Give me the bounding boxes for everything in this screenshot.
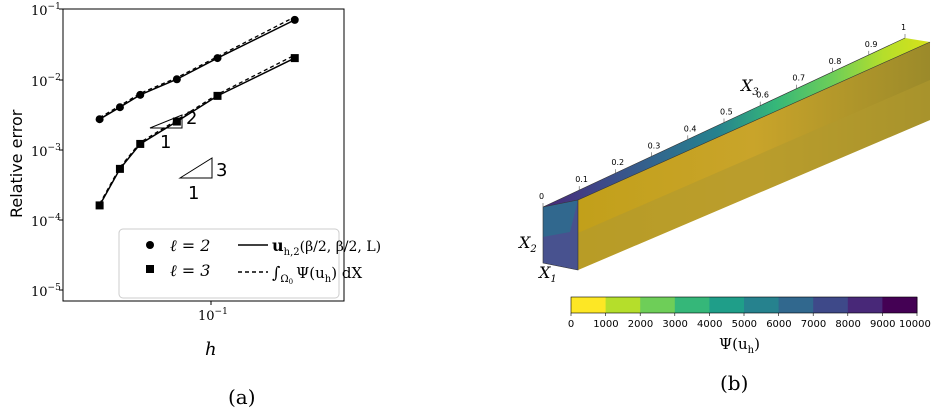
data-point-1-2 [136, 139, 145, 148]
y-axis-ticks [59, 8, 63, 291]
data-point-1-4 [213, 91, 222, 100]
colorbar-segment-6 [778, 297, 814, 313]
ytick-label-4: 10−4 [31, 213, 61, 230]
slope-run-3: 1 [188, 183, 199, 204]
data-point-0-1 [115, 103, 124, 112]
panel-label-a: (a) [228, 385, 256, 409]
series-line-dashed-0 [99, 16, 296, 119]
colorbar-segment-5 [744, 297, 780, 313]
colorbar-segment-7 [813, 297, 849, 313]
beam-top-face [543, 38, 930, 207]
axis-label-x2: X2 [517, 233, 537, 255]
colorbar-tick-label-5: 5000 [732, 319, 757, 330]
colorbar-segment-8 [847, 297, 883, 313]
legend-circle-marker [146, 241, 154, 249]
colorbar-tick-label-6: 6000 [766, 319, 791, 330]
colorbar-tick-label-10: 10000 [899, 319, 931, 330]
data-point-0-0 [95, 115, 104, 124]
series-layer [95, 15, 299, 210]
slope-triangle-3: 3 1 [178, 157, 227, 204]
colorbar-tick-label-7: 7000 [801, 319, 826, 330]
beam-tick-label-0: 0 [539, 192, 544, 201]
ytick-label-1: 10−1 [31, 2, 61, 19]
beam-tick-label-5: 0.5 [720, 108, 733, 117]
colorbar: 0 1000 2000 3000 4000 5000 6000 7000 8000 9000 100… [568, 296, 931, 330]
beam-energy-plot: 0 0.1 0.2 0.3 0.4 0.5 0.6 0.7 0.8 0.9 1 X3 X2 X1 0… [517, 23, 931, 395]
beam-tick-label-9: 0.9 [865, 40, 878, 49]
colorbar-segment-0 [571, 297, 607, 313]
data-point-0-5 [290, 15, 299, 24]
slope-rise-3: 3 [216, 160, 227, 181]
legend-label-dashed: ∫Ω0 Ψ(uh) dX [272, 263, 362, 286]
colorbar-tick-label-1: 1000 [593, 319, 618, 330]
slope-run-2: 1 [160, 132, 171, 153]
beam-tick-label-7: 0.7 [792, 74, 805, 83]
data-point-0-4 [213, 54, 222, 63]
y-axis-label: Relative error [7, 109, 26, 218]
legend-square-marker [146, 265, 154, 273]
beam-end-face-upper [543, 200, 578, 237]
plot-frame [62, 8, 345, 302]
colorbar-tick-label-0: 0 [568, 319, 574, 330]
x-axis-label: h [205, 339, 217, 360]
legend: ℓ = 2 ℓ = 3 uh,2(β/2, β/2, L) ∫Ω0 Ψ(uh) d… [118, 228, 381, 299]
axis-label-x1: X1 [537, 263, 557, 285]
beam-tick-label-10: 1 [901, 23, 906, 32]
data-point-1-0 [95, 201, 104, 210]
data-point-1-5 [290, 54, 299, 63]
legend-label-l2: ℓ = 2 [170, 236, 210, 255]
series-line-solid-1 [98, 57, 296, 206]
axis-label-x3: X3 [739, 76, 759, 98]
slope-rise-2: 2 [186, 108, 197, 129]
colorbar-segment-3 [674, 297, 710, 313]
series-line-dashed-1 [99, 54, 296, 205]
colorbar-segment-2 [640, 297, 676, 313]
colorbar-tick-label-3: 3000 [662, 319, 687, 330]
beam-length-ticks: 0 0.1 0.2 0.3 0.4 0.5 0.6 0.7 0.8 0.9 1 [539, 23, 906, 207]
legend-label-l3: ℓ = 3 [170, 261, 210, 280]
y-tick-labels: 10−1 10−2 10−3 10−4 10−5 [31, 2, 61, 300]
ytick-label-5: 10−5 [31, 283, 61, 300]
legend-label-solid: uh,2(β/2, β/2, L) [272, 236, 381, 258]
colorbar-label: Ψ(uh) [719, 335, 760, 356]
slope-triangle-2: 2 1 [149, 108, 197, 153]
data-point-1-1 [115, 164, 124, 173]
ytick-label-3: 10−3 [31, 143, 61, 160]
ytick-label-2: 10−2 [31, 73, 61, 90]
data-point-1-3 [172, 117, 181, 126]
panel-label-b: (b) [720, 371, 748, 395]
data-point-0-3 [172, 75, 181, 84]
beam-tick-label-8: 0.8 [829, 57, 842, 66]
data-point-0-2 [136, 90, 145, 99]
convergence-plot: 10−1 10−2 10−3 10−4 10−5 10−1 Relative e… [7, 2, 381, 409]
beam-tick-label-1: 0.1 [575, 175, 588, 184]
colorbar-tick-label-4: 4000 [697, 319, 722, 330]
beam-tick-label-6: 0.6 [756, 91, 769, 100]
colorbar-tick-label-2: 2000 [628, 319, 653, 330]
legend-box [118, 228, 340, 299]
beam-tick-label-2: 0.2 [611, 158, 624, 167]
xtick-label: 10−1 [198, 307, 228, 324]
colorbar-segment-1 [605, 297, 641, 313]
beam-front-face-lower [578, 80, 930, 270]
beam-edge-end [542, 199, 579, 271]
colorbar-tick-label-9: 9000 [870, 319, 895, 330]
beam-tick-label-3: 0.3 [648, 141, 661, 150]
beam-tick-label-4: 0.4 [684, 124, 697, 133]
beam-edge-top [577, 41, 931, 201]
colorbar-tick-label-8: 8000 [835, 319, 860, 330]
colorbar-segment-9 [882, 297, 918, 313]
colorbar-segment-4 [709, 297, 745, 313]
